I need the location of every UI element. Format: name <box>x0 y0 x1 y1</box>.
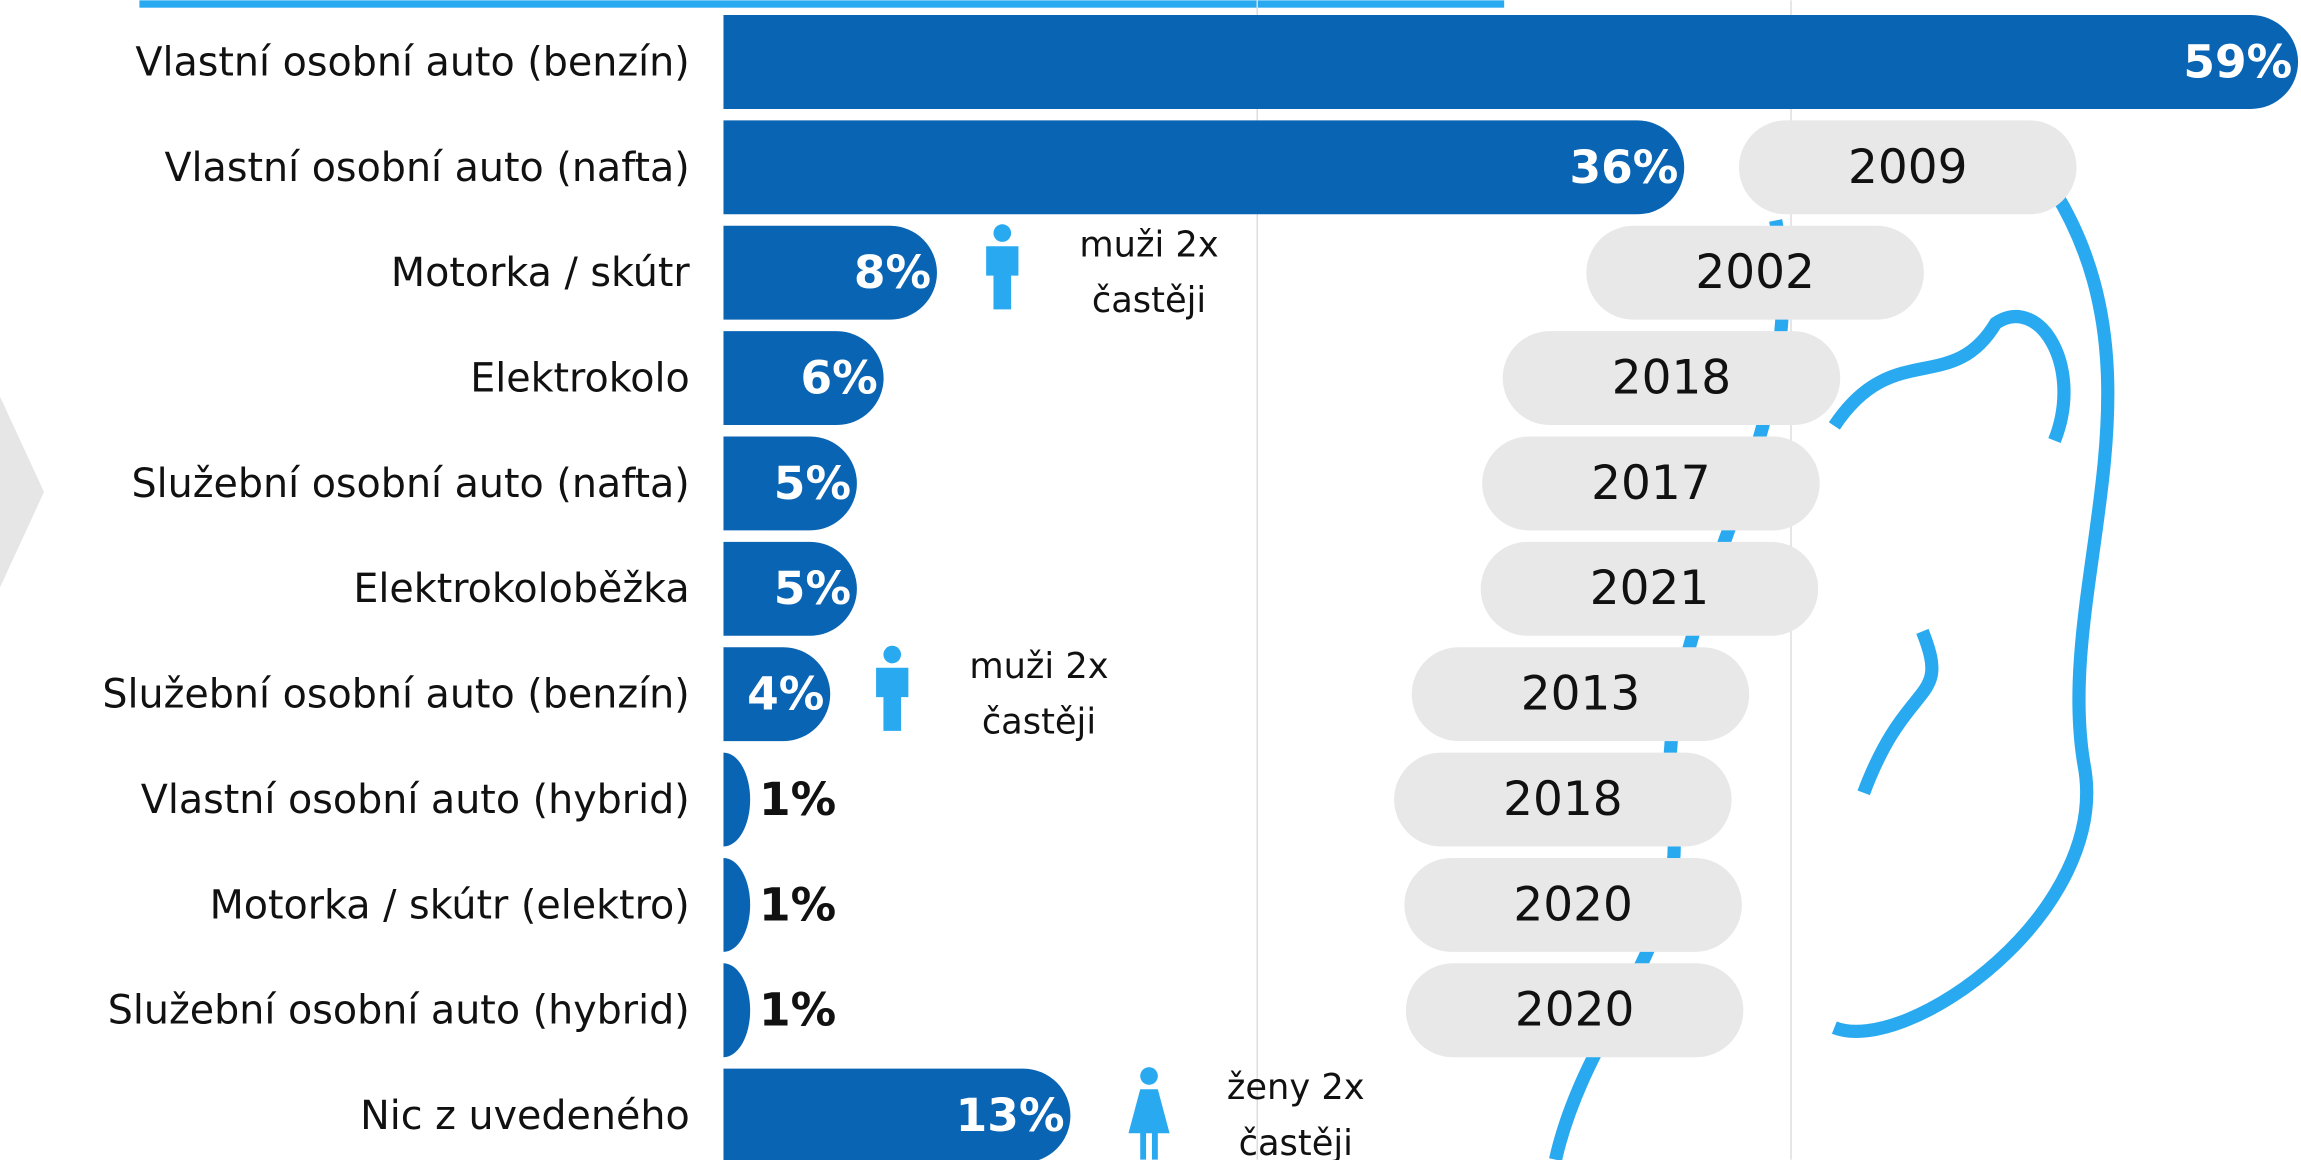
chevron <box>0 396 45 588</box>
category-label: Motorka / skútr (elektro) <box>210 882 690 928</box>
annotation: ženy 2x <box>1227 1067 1365 1108</box>
person-icon <box>876 645 909 731</box>
bar <box>723 331 884 426</box>
category-label: Služební osobní auto (nafta) <box>131 461 689 507</box>
category-label: Služební osobní auto (hybrid) <box>108 988 690 1034</box>
category-label: Služební osobní auto (benzín) <box>102 672 689 718</box>
bar <box>723 15 2299 109</box>
year-pill <box>1482 436 1820 531</box>
annotation: muži 2x <box>1079 224 1218 265</box>
value-label: 1% <box>759 984 836 1037</box>
year-label: 2013 <box>1521 667 1640 722</box>
year-pill <box>1405 963 1744 1058</box>
person-icon <box>1128 1067 1170 1160</box>
category-label: Vlastní osobní auto (hybrid) <box>141 777 690 823</box>
category-label: Elektrokolo <box>470 356 690 402</box>
bar <box>723 436 857 531</box>
year-pill <box>1394 752 1732 847</box>
bar <box>723 541 857 636</box>
category-label: Elektrokoloběžka <box>353 566 689 612</box>
icon-head <box>883 645 902 664</box>
value-label: 36% <box>1569 141 1678 194</box>
value-label: 5% <box>774 457 851 510</box>
year-pill <box>1586 225 1924 320</box>
value-label: 6% <box>800 352 877 405</box>
bar <box>723 963 751 1058</box>
value-label: 1% <box>759 773 836 826</box>
annotation: častěji <box>1092 280 1206 321</box>
annotation: muži 2x <box>969 646 1108 687</box>
annotation: častěji <box>982 702 1096 743</box>
value-label: 8% <box>854 246 931 299</box>
year-label: 2009 <box>1848 140 1967 195</box>
value-label: 59% <box>2183 35 2292 88</box>
year-label: 2017 <box>1591 456 1710 511</box>
icon-body <box>876 667 909 731</box>
value-label: 13% <box>956 1089 1065 1142</box>
value-label: 5% <box>774 562 851 615</box>
category-label: Motorka / skútr <box>391 250 690 296</box>
icon-body <box>1128 1089 1170 1160</box>
year-label: 2020 <box>1515 983 1634 1038</box>
category-label: Vlastní osobní auto (nafta) <box>164 145 689 191</box>
category-label: Nic z uvedeného <box>360 1093 690 1139</box>
person-icon <box>986 224 1019 310</box>
bar <box>723 120 1685 215</box>
year-pill <box>1411 647 1750 742</box>
year-label: 2018 <box>1503 772 1622 827</box>
year-pill <box>1502 331 1841 426</box>
bar <box>723 857 751 952</box>
year-pill <box>1480 541 1819 636</box>
annotation: častěji <box>1239 1123 1353 1160</box>
year-label: 2018 <box>1612 351 1731 406</box>
bar <box>723 647 831 742</box>
category-label: Vlastní osobní auto (benzín) <box>135 39 689 85</box>
icon-head <box>993 224 1012 242</box>
year-label: 2020 <box>1513 877 1632 932</box>
bar <box>723 752 751 847</box>
icon-head <box>1140 1067 1158 1085</box>
icon-body <box>986 246 1019 310</box>
year-pill <box>1738 120 2077 215</box>
value-label: 1% <box>759 878 836 931</box>
year-pill <box>1404 857 1742 952</box>
bar <box>723 1068 1071 1160</box>
year-label: 2002 <box>1695 245 1814 300</box>
value-label: 4% <box>747 668 824 721</box>
bar <box>723 225 937 320</box>
top-rule <box>139 0 1505 8</box>
year-label: 2021 <box>1590 561 1709 616</box>
